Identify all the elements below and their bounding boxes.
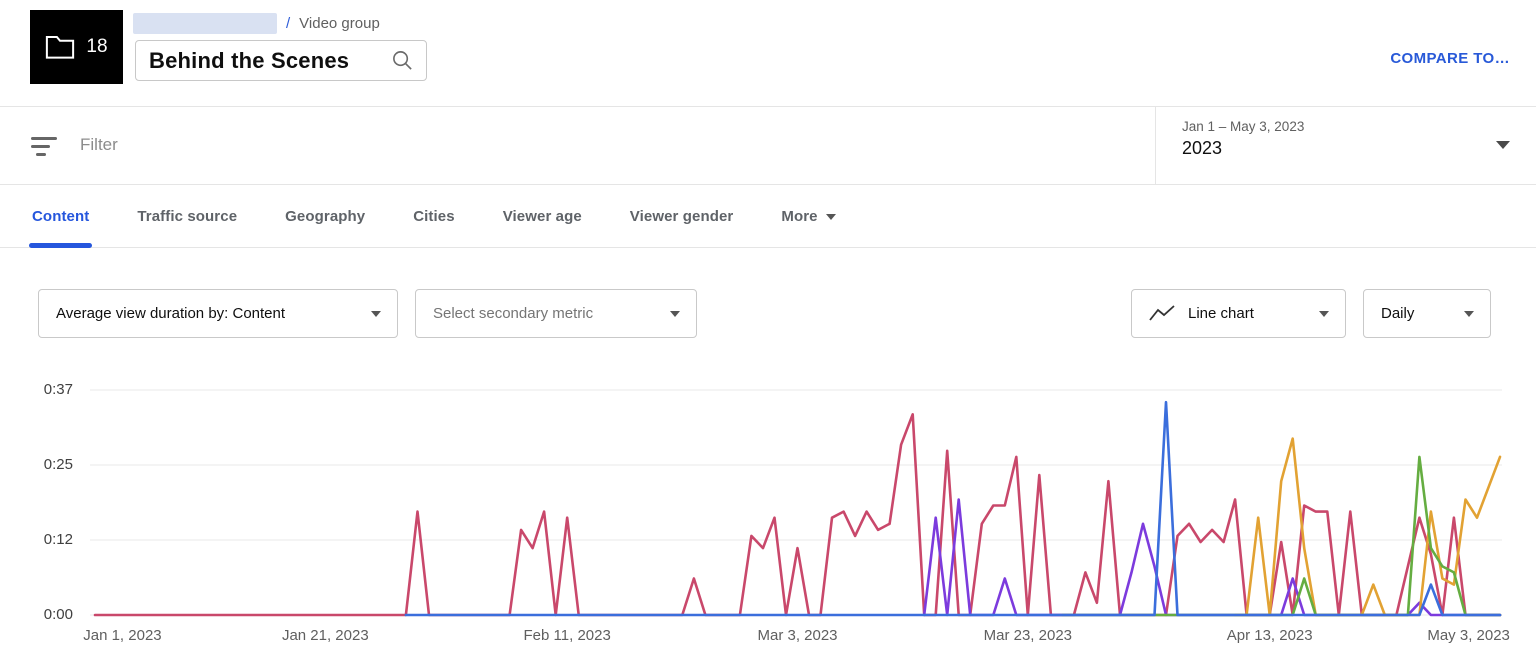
breadcrumb: / Video group: [133, 12, 380, 34]
y-axis-label: 0:00: [43, 606, 73, 623]
x-axis-label: Feb 11, 2023: [523, 627, 611, 644]
line-chart[interactable]: 0:37 0:25 0:12 0:00 Jan 1, 2023 Jan 21, 2023 F…: [0, 362, 1536, 662]
tab-viewer-age[interactable]: Viewer age: [502, 208, 582, 225]
breadcrumb-separator: /: [286, 14, 291, 32]
tab-traffic-source[interactable]: Traffic source: [137, 208, 238, 225]
x-axis-label: May 3, 2023: [1427, 627, 1510, 644]
primary-metric-dropdown[interactable]: Average view duration by: Content: [38, 289, 398, 338]
date-range-selected: 2023: [1182, 138, 1223, 158]
tab-content[interactable]: Content: [29, 186, 93, 248]
group-title-field[interactable]: Behind the Scenes: [135, 40, 427, 81]
x-axis-label: Jan 21, 2023: [281, 627, 369, 644]
tab-cities[interactable]: Cities: [413, 208, 455, 225]
filter-icon: [31, 137, 57, 161]
x-axis-label: Apr 13, 2023: [1226, 627, 1313, 644]
filter-input[interactable]: Filter: [80, 135, 118, 154]
y-axis-label: 0:37: [43, 381, 73, 398]
y-axis-label: 0:25: [43, 455, 73, 473]
chart-svg[interactable]: [0, 362, 1536, 642]
series-green: [1061, 455, 1502, 617]
compare-to-button[interactable]: COMPARE TO…: [1390, 50, 1510, 67]
chart-type-dropdown[interactable]: Line chart: [1131, 289, 1346, 338]
tab-viewer-gender[interactable]: Viewer gender: [629, 208, 734, 225]
line-chart-icon: [1149, 304, 1175, 323]
breadcrumb-group-type: Video group: [299, 14, 380, 32]
chevron-down-icon: [371, 310, 381, 317]
x-axis-label: Mar 3, 2023: [757, 627, 838, 644]
search-icon[interactable]: [391, 49, 414, 72]
chevron-down-icon: [825, 213, 836, 220]
channel-name-redacted[interactable]: [133, 12, 277, 34]
filter-bar: Filter Jan 1 – May 3, 2023 2023: [0, 106, 1536, 185]
secondary-metric-dropdown[interactable]: Select secondary metric: [415, 289, 697, 338]
date-range-picker[interactable]: Jan 1 – May 3, 2023 2023: [1182, 119, 1304, 159]
analytics-tabs: Content Traffic source Geography Cities …: [0, 186, 1536, 248]
video-count: 18: [86, 36, 108, 57]
y-axis-label: 0:12: [43, 531, 73, 549]
chevron-down-icon: [1464, 310, 1474, 317]
group-title: Behind the Scenes: [149, 47, 350, 73]
x-axis-label: Mar 23, 2023: [983, 627, 1073, 644]
divider: [1155, 107, 1156, 184]
video-group-thumbnail[interactable]: 18: [30, 10, 123, 84]
series-purple: [922, 498, 1502, 617]
series-rose: [93, 412, 1502, 617]
chevron-down-icon: [1319, 310, 1329, 317]
series-blue: [404, 400, 1502, 617]
tab-more[interactable]: More: [781, 186, 836, 247]
folder-icon: [45, 34, 75, 60]
tab-geography[interactable]: Geography: [285, 208, 366, 225]
chevron-down-icon[interactable]: [1496, 141, 1510, 149]
chevron-down-icon: [670, 310, 680, 317]
x-axis-label: Jan 1, 2023: [83, 627, 162, 644]
active-tab-underline: [29, 243, 93, 248]
date-range-label: Jan 1 – May 3, 2023: [1182, 119, 1305, 134]
granularity-dropdown[interactable]: Daily: [1363, 289, 1491, 338]
